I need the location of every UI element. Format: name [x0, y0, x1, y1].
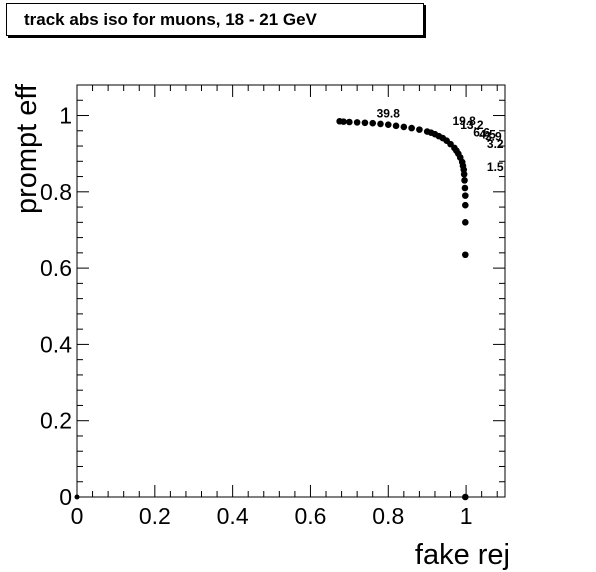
data-point	[461, 184, 469, 192]
data-point	[377, 120, 384, 128]
data-point	[384, 121, 392, 128]
data-point	[400, 123, 408, 131]
data-point	[408, 124, 415, 132]
data-point	[462, 251, 469, 259]
data-points	[74, 117, 469, 501]
axis-ticks	[76, 84, 505, 498]
data-point	[74, 494, 80, 500]
data-point	[392, 122, 400, 130]
data-point	[462, 192, 469, 199]
point-annotations: 39.8 19.813.26.64.53.93.2 1.5	[377, 106, 504, 173]
point-annotation: 4.5	[479, 127, 496, 141]
data-point	[353, 119, 361, 126]
chart-title: track abs iso for muons, 18 - 21 GeV	[6, 3, 424, 36]
y-tick-labels: 0 0.2 0.4 0.6 0.8 1	[40, 103, 72, 510]
point-annotation: 1.5	[487, 160, 504, 174]
data-point	[340, 118, 347, 125]
point-annotation: 3.9	[485, 129, 502, 143]
y-tick-label: 0.4	[40, 331, 72, 357]
y-axis-title: prompt eff	[11, 83, 43, 214]
data-point	[462, 201, 469, 209]
y-tick-label: 0	[59, 484, 72, 510]
y-tick-label: 0.2	[40, 408, 72, 434]
point-annotation: 13.2	[460, 118, 484, 132]
data-point	[416, 126, 423, 133]
data-point	[462, 493, 469, 501]
data-point	[361, 119, 369, 127]
data-point	[346, 118, 353, 126]
data-point	[369, 119, 377, 127]
point-annotation: 39.8	[377, 106, 401, 120]
data-point	[462, 219, 469, 226]
x-tick-label: 0.4	[217, 503, 249, 529]
x-tick-label: 0.6	[294, 503, 326, 529]
x-axis-title: fake rej	[415, 539, 510, 571]
y-tick-label: 0.6	[40, 255, 72, 281]
x-tick-labels: 0 0.2 0.4 0.6 0.8 1	[71, 503, 473, 529]
y-tick-label: 0.8	[40, 179, 72, 205]
point-annotation: 19.8	[452, 114, 476, 128]
x-tick-label: 0.2	[139, 503, 171, 529]
data-point	[461, 177, 468, 184]
y-tick-label: 1	[59, 103, 72, 129]
plot-frame	[76, 84, 506, 498]
point-annotation: 3.2	[487, 137, 504, 151]
x-tick-label: 0.8	[372, 503, 404, 529]
x-tick-label: 1	[460, 503, 473, 529]
point-annotation: 6.6	[473, 126, 490, 140]
data-point	[460, 170, 468, 178]
x-tick-label: 0	[71, 503, 84, 529]
